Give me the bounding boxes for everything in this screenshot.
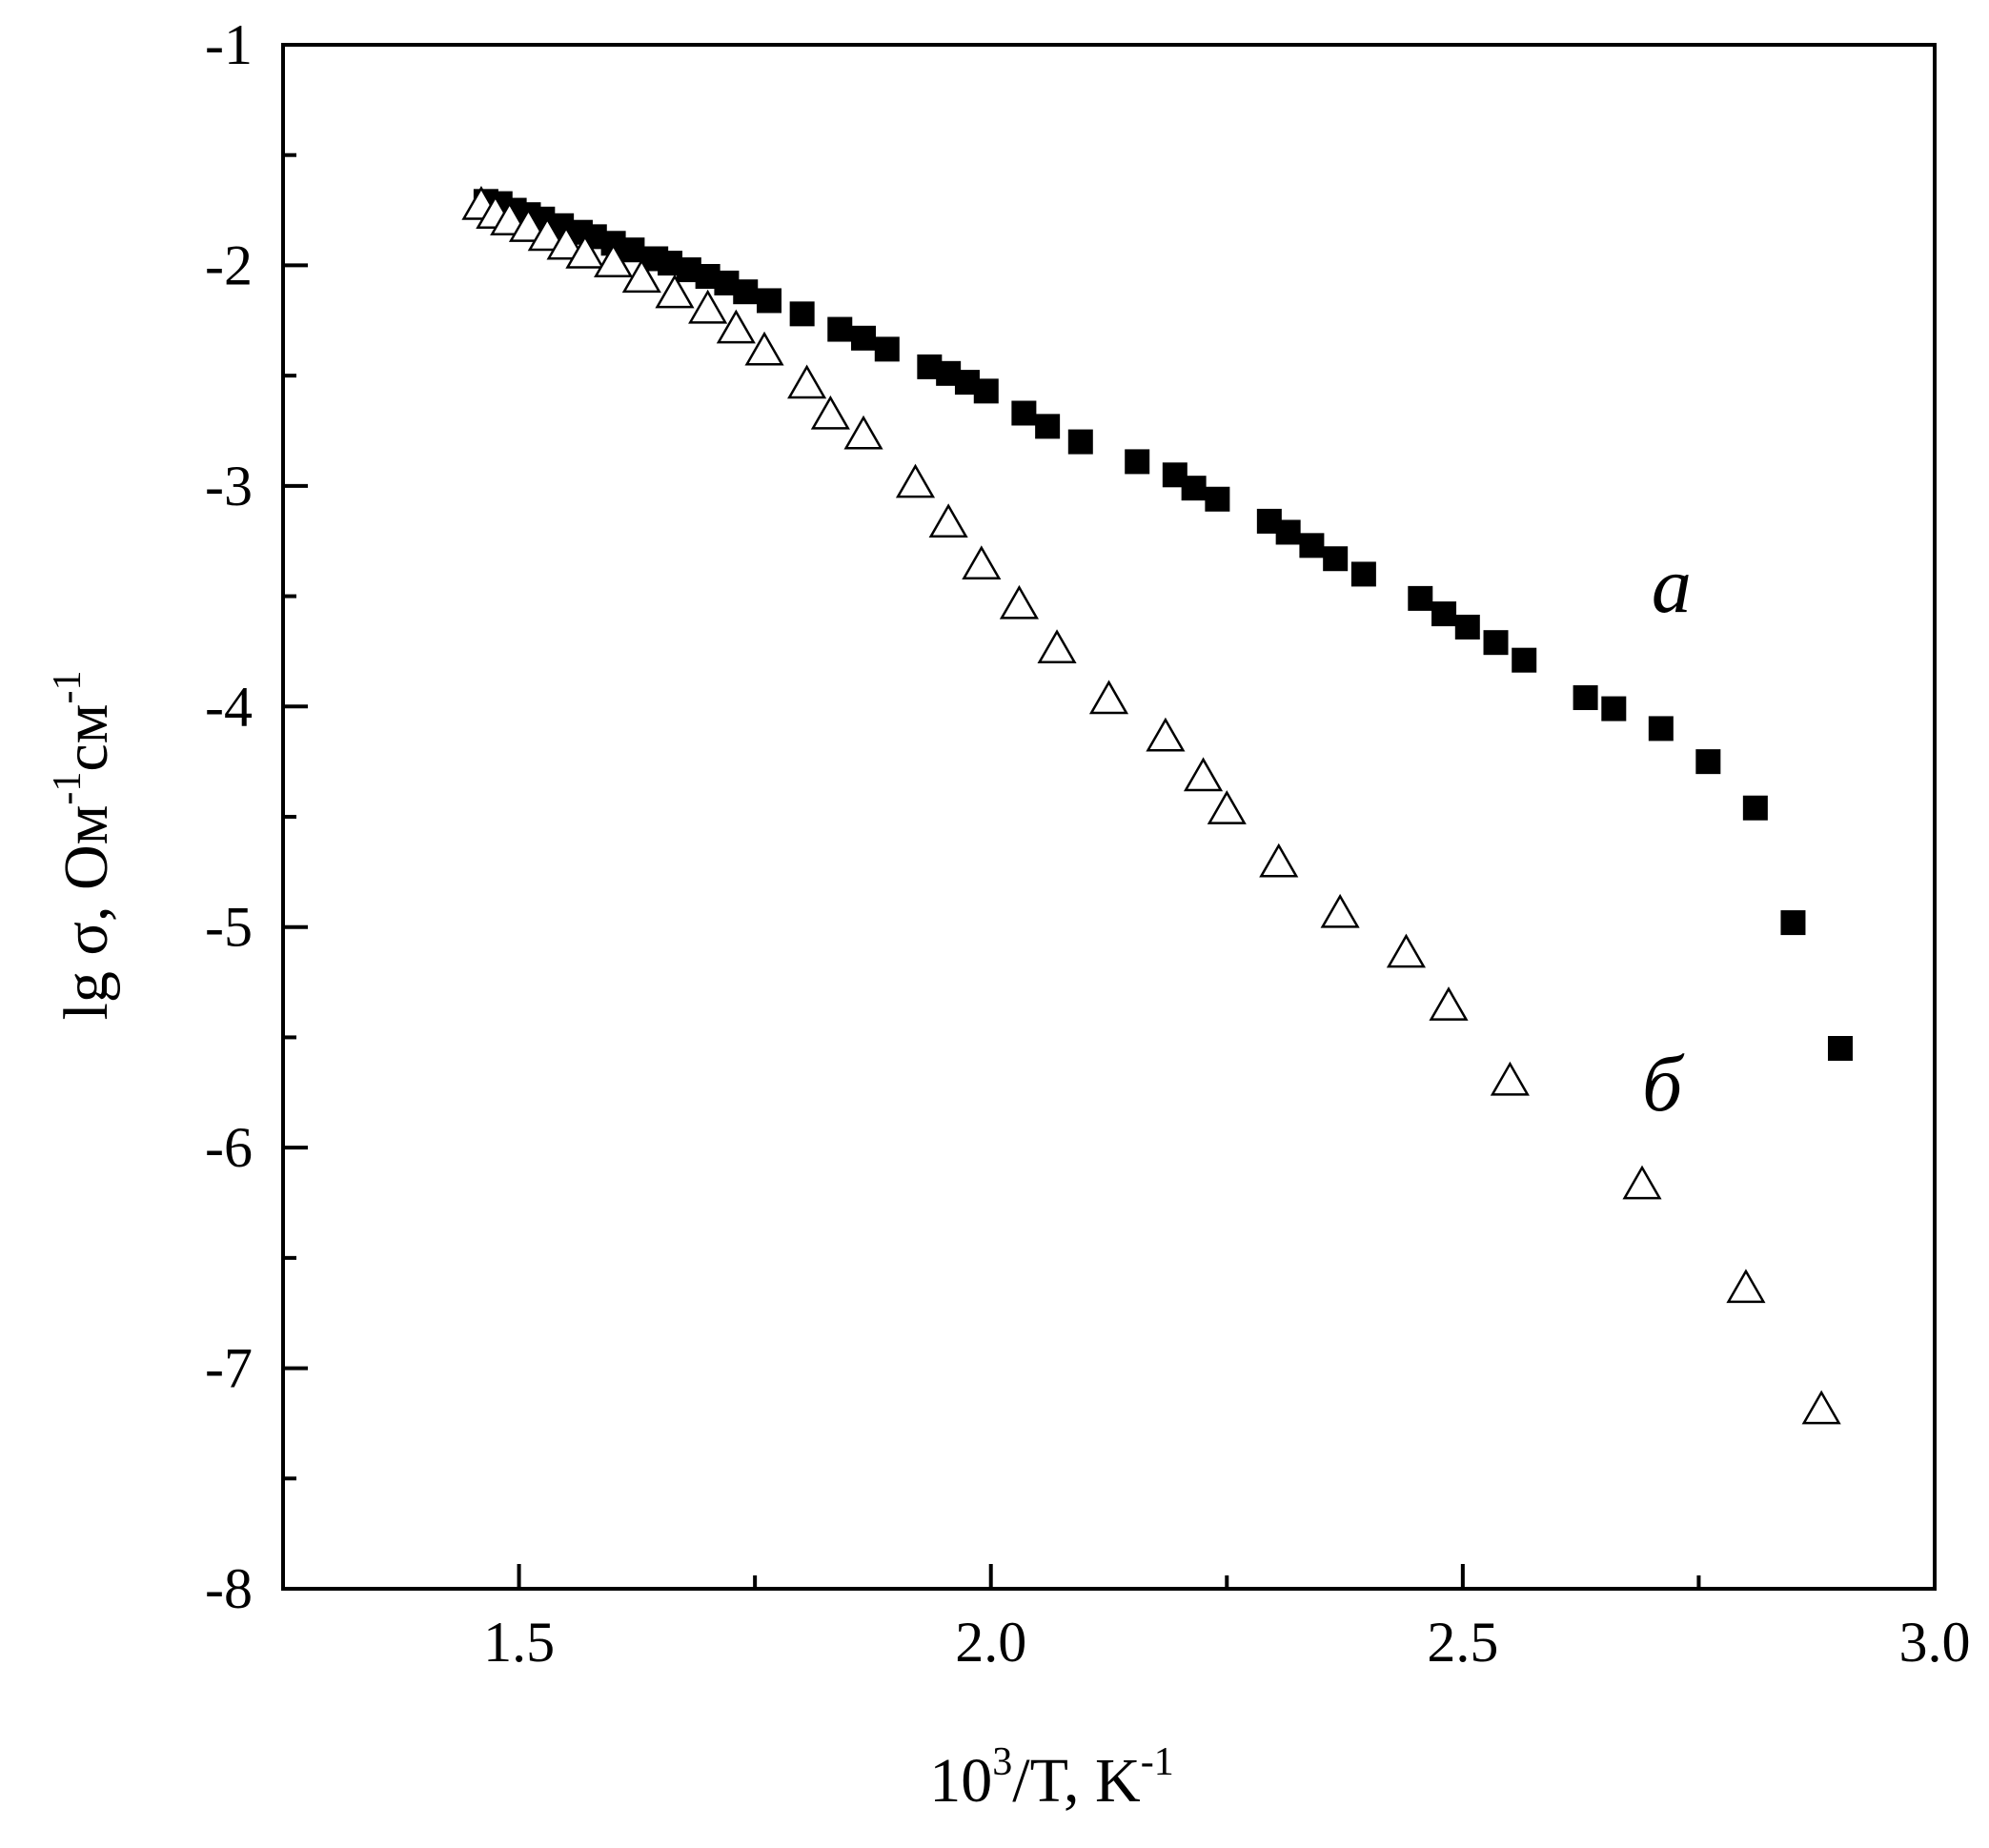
series-a-label: a: [1652, 541, 1692, 630]
series-a-point: [1323, 546, 1349, 572]
series-b-point: [1726, 1269, 1766, 1304]
series-a-point: [1454, 614, 1480, 640]
x-axis-title-sup: 3: [992, 1740, 1012, 1784]
y-axis-title-main: lg σ, Ом: [51, 805, 121, 1021]
series-b-point: [1801, 1390, 1841, 1425]
series-b-point: [1207, 790, 1247, 824]
series-a-point: [1181, 476, 1207, 501]
series-b-point: [688, 289, 728, 324]
series-b-point: [1320, 893, 1360, 928]
series-b-point: [527, 216, 567, 252]
series-b-point: [962, 545, 1002, 580]
series-a-point: [1408, 585, 1433, 611]
series-b-point: [1183, 757, 1224, 792]
series-a-point: [1695, 749, 1721, 775]
series-a-point: [851, 325, 877, 351]
x-axis-title-base: 10: [929, 1746, 992, 1816]
series-b-point: [787, 364, 827, 399]
series-b-point: [716, 309, 756, 344]
series-b-label: б: [1642, 1040, 1685, 1128]
series-b-point: [843, 415, 883, 450]
series-a-point: [1742, 795, 1768, 821]
x-axis-title-unit-sup: -1: [1141, 1740, 1174, 1784]
series-b-point: [1622, 1165, 1662, 1200]
series-a-point: [1011, 400, 1037, 426]
series-a-point: [789, 301, 815, 327]
x-axis-title: 103/T, K-1: [929, 1740, 1173, 1816]
y-tick-label: -1: [205, 13, 253, 76]
minor-ticks: [281, 152, 1701, 1589]
series-a-point: [1275, 519, 1301, 545]
x-axis-title-rest: /T, K: [1012, 1746, 1140, 1816]
series-b-point: [744, 331, 784, 366]
y-tick-labels: -8 -7 -6 -5 -4 -3 -2 -1: [205, 13, 253, 1620]
series-a-point: [1067, 429, 1093, 455]
x-tick-label: 3.0: [1899, 1611, 1971, 1674]
series-b-point: [565, 234, 605, 269]
series-b-point: [895, 463, 936, 498]
y-tick-label: -2: [205, 234, 253, 296]
series-a-point: [1350, 561, 1376, 587]
series-b-point: [594, 243, 634, 277]
x-tick-label: 2.5: [1427, 1611, 1498, 1674]
series-a-point: [827, 316, 853, 342]
series-b-point: [1088, 680, 1129, 715]
series-a-point: [1035, 414, 1061, 439]
series-a-point: [756, 288, 781, 314]
plot-frame: [281, 43, 1937, 1591]
y-axis-title: lg σ, Ом-1см-1: [46, 671, 121, 1021]
series-a-point: [1483, 630, 1509, 656]
x-tick-label: 1.5: [483, 1611, 555, 1674]
series-a-point: [1648, 716, 1674, 741]
x-tick-labels: 1.5 2.0 2.5 3.0: [483, 1611, 1970, 1674]
series-a-point: [1299, 533, 1325, 558]
y-tick-label: -8: [205, 1557, 253, 1620]
series-b-point: [928, 503, 968, 538]
series-b-point: [810, 395, 850, 430]
series-a-point: [1780, 910, 1806, 936]
y-tick-label: -7: [205, 1337, 253, 1400]
series-a-point: [1205, 486, 1230, 512]
y-axis-title-sup2: -1: [46, 671, 90, 704]
series-b-point: [1490, 1061, 1530, 1096]
x-tick-label: 2.0: [955, 1611, 1026, 1674]
series-a-point: [1125, 449, 1150, 475]
series-a-point: [1573, 685, 1598, 711]
series-a-point: [733, 279, 759, 305]
series-a-point: [973, 378, 999, 404]
series-a-point: [1431, 601, 1457, 627]
series-b-point: [546, 225, 586, 260]
y-tick-label: -4: [205, 675, 253, 738]
series-b-point: [1037, 629, 1077, 663]
series-b-point: [1429, 986, 1469, 1021]
series-a-point: [1827, 1036, 1853, 1061]
series-b-point: [1259, 843, 1299, 878]
series-b-point: [508, 208, 549, 242]
series-a-point: [874, 336, 900, 362]
y-tick-label: -3: [205, 455, 253, 518]
y-axis-title-mid: см: [51, 704, 121, 772]
series-b: [461, 186, 1841, 1425]
series-a-point: [619, 237, 645, 263]
series-a-point: [1601, 696, 1627, 721]
series-a: [473, 189, 1853, 1061]
series-b-point: [1146, 717, 1186, 752]
y-axis-title-sup1: -1: [46, 772, 90, 805]
major-ticks: [283, 43, 1937, 1591]
series-b-point: [655, 274, 695, 309]
series-a-point: [1512, 647, 1537, 673]
y-tick-label: -5: [205, 896, 253, 959]
series-b-point: [1386, 933, 1427, 968]
series-b-point: [999, 584, 1039, 619]
y-tick-label: -6: [205, 1116, 253, 1179]
series-b-point: [621, 258, 661, 294]
